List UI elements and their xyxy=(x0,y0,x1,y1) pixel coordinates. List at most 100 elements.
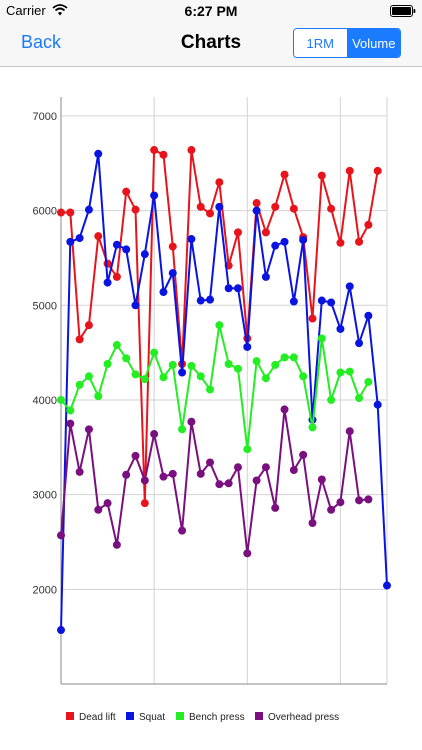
metric-segmented-control: 1RM Volume xyxy=(293,28,401,58)
data-point-dead-lift xyxy=(215,178,224,187)
data-point-overhead-press xyxy=(336,498,345,507)
legend-label-dead-lift: Dead lift xyxy=(79,712,116,723)
legend-label-squat: Squat xyxy=(139,712,165,723)
legend-label-bench-press: Bench press xyxy=(189,712,245,723)
data-point-bench-press xyxy=(355,394,364,403)
data-point-dead-lift xyxy=(66,208,75,217)
data-point-overhead-press xyxy=(327,505,336,514)
data-point-dead-lift xyxy=(355,237,364,246)
data-point-squat xyxy=(187,235,196,244)
data-point-dead-lift xyxy=(84,321,93,330)
data-point-squat xyxy=(336,324,345,333)
data-point-overhead-press xyxy=(261,463,270,472)
data-point-bench-press xyxy=(261,374,270,383)
data-point-bench-press xyxy=(57,395,65,404)
data-point-overhead-press xyxy=(280,405,289,414)
data-point-overhead-press xyxy=(308,519,317,528)
data-point-bench-press xyxy=(224,359,233,368)
data-point-overhead-press xyxy=(103,499,112,508)
data-point-squat xyxy=(299,235,308,244)
data-point-bench-press xyxy=(75,380,84,389)
data-point-bench-press xyxy=(327,395,336,404)
data-point-bench-press xyxy=(215,321,224,330)
data-point-overhead-press xyxy=(299,450,308,459)
data-point-bench-press xyxy=(140,375,149,384)
data-point-overhead-press xyxy=(75,467,84,476)
data-point-dead-lift xyxy=(317,171,326,180)
data-point-overhead-press xyxy=(243,549,252,558)
data-point-dead-lift xyxy=(373,166,382,175)
series-line-bench-press xyxy=(60,324,370,450)
data-point-overhead-press xyxy=(94,505,103,514)
data-point-overhead-press xyxy=(233,463,242,472)
data-point-squat xyxy=(103,278,112,287)
data-point-dead-lift xyxy=(187,146,196,155)
data-point-dead-lift xyxy=(103,259,112,268)
data-point-dead-lift xyxy=(159,150,168,159)
legend-swatch-bench-press xyxy=(176,712,184,720)
data-point-squat xyxy=(327,298,336,307)
data-point-bench-press xyxy=(308,423,317,432)
data-point-bench-press xyxy=(196,372,205,381)
data-point-overhead-press xyxy=(206,458,215,467)
data-point-bench-press xyxy=(66,406,75,415)
line-chart: 2000 3000 4000 5000 6000 7000 Dead lift Squat Be… xyxy=(33,97,391,723)
data-point-bench-press xyxy=(289,353,298,362)
data-point-dead-lift xyxy=(280,170,289,179)
data-point-overhead-press xyxy=(57,531,65,540)
data-point-bench-press xyxy=(336,368,345,377)
data-point-squat xyxy=(345,282,354,291)
series-line-squat xyxy=(60,153,388,631)
y-tick-label: 7000 xyxy=(33,111,57,123)
data-point-bench-press xyxy=(243,445,252,454)
data-point-bench-press xyxy=(206,385,215,394)
data-point-squat xyxy=(150,191,159,200)
data-point-squat xyxy=(140,250,149,259)
data-point-dead-lift xyxy=(94,232,103,241)
legend-swatch-dead-lift xyxy=(66,712,74,720)
nav-bar: Back Charts 1RM Volume xyxy=(0,22,422,67)
data-point-bench-press xyxy=(317,334,326,343)
data-point-dead-lift xyxy=(168,242,177,251)
data-point-dead-lift xyxy=(75,335,84,344)
data-point-squat xyxy=(94,149,103,158)
data-point-dead-lift xyxy=(206,209,215,218)
data-point-squat xyxy=(233,284,242,293)
data-point-bench-press xyxy=(271,360,280,369)
data-point-squat xyxy=(57,626,65,635)
data-point-dead-lift xyxy=(112,272,121,281)
data-point-dead-lift xyxy=(261,228,270,237)
carrier-label: Carrier xyxy=(6,3,46,18)
data-point-bench-press xyxy=(84,372,93,381)
data-point-overhead-press xyxy=(317,475,326,484)
segment-1rm[interactable]: 1RM xyxy=(294,29,348,57)
data-point-overhead-press xyxy=(66,419,75,428)
data-point-overhead-press xyxy=(364,495,373,504)
data-point-overhead-press xyxy=(159,472,168,481)
series-line-overhead-press xyxy=(60,409,369,554)
data-point-squat xyxy=(317,296,326,305)
data-point-bench-press xyxy=(150,348,159,357)
data-point-overhead-press xyxy=(112,540,121,549)
data-point-dead-lift xyxy=(327,204,336,213)
data-point-squat xyxy=(206,295,215,304)
data-point-squat xyxy=(373,400,382,409)
data-point-overhead-press xyxy=(271,503,280,512)
data-point-dead-lift xyxy=(57,208,65,217)
y-tick-label: 4000 xyxy=(33,395,57,407)
data-point-overhead-press xyxy=(187,417,196,426)
legend-swatch-overhead-press xyxy=(255,712,263,720)
data-point-bench-press xyxy=(94,392,103,401)
data-point-bench-press xyxy=(168,360,177,369)
data-point-squat xyxy=(271,241,280,250)
data-point-overhead-press xyxy=(122,470,131,479)
back-button[interactable]: Back xyxy=(21,32,62,52)
page-title: Charts xyxy=(180,32,242,53)
data-point-squat xyxy=(243,342,252,351)
data-point-squat xyxy=(383,581,391,590)
data-point-bench-press xyxy=(364,377,373,386)
data-point-bench-press xyxy=(280,353,289,362)
data-point-squat xyxy=(66,237,75,246)
segment-volume[interactable]: Volume xyxy=(347,29,400,57)
battery-icon xyxy=(390,4,416,17)
